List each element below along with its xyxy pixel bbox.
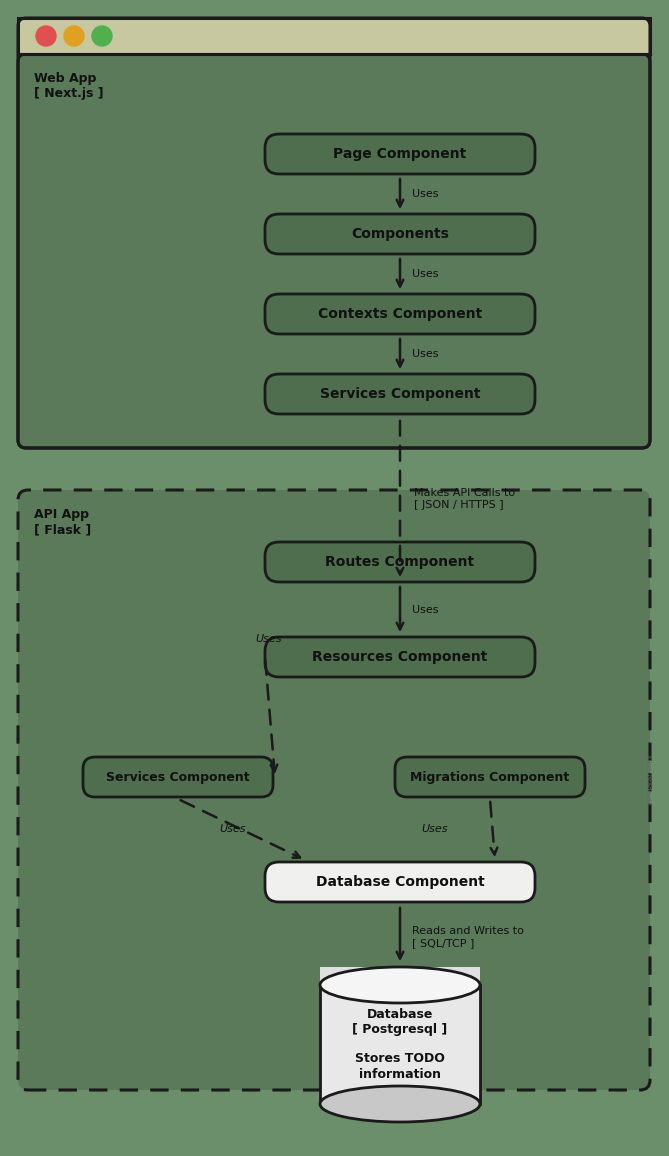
FancyBboxPatch shape [265, 214, 535, 254]
Text: Uses: Uses [412, 269, 438, 279]
FancyBboxPatch shape [265, 637, 535, 677]
Text: Uses: Uses [412, 188, 438, 199]
Text: Services Component: Services Component [106, 771, 250, 784]
Text: Database
[ Postgresql ]

Stores TODO
information: Database [ Postgresql ] Stores TODO info… [353, 1008, 448, 1081]
Circle shape [92, 25, 112, 46]
Bar [320, 968, 480, 1104]
FancyBboxPatch shape [18, 490, 650, 1090]
FancyBboxPatch shape [265, 862, 535, 902]
Bar [320, 985, 480, 1104]
Text: Resources Component: Resources Component [312, 650, 488, 664]
Bar [18, 18, 650, 54]
FancyBboxPatch shape [18, 54, 650, 449]
Text: Reads and Writes to
[ SQL/TCP ]: Reads and Writes to [ SQL/TCP ] [412, 926, 524, 948]
Text: Routes Component: Routes Component [325, 555, 474, 569]
Text: Components: Components [351, 227, 449, 240]
Circle shape [64, 25, 84, 46]
Text: lubricgrade.de: lubricgrade.de [644, 755, 650, 806]
Text: Database Component: Database Component [316, 875, 484, 889]
Text: Page Component: Page Component [333, 147, 466, 161]
FancyBboxPatch shape [265, 542, 535, 581]
Text: Uses: Uses [421, 824, 448, 833]
FancyBboxPatch shape [265, 375, 535, 414]
Circle shape [36, 25, 56, 46]
Ellipse shape [320, 968, 480, 1003]
Text: Migrations Component: Migrations Component [410, 771, 569, 784]
FancyBboxPatch shape [265, 294, 535, 334]
FancyBboxPatch shape [265, 134, 535, 175]
Text: API App
[ Flask ]: API App [ Flask ] [34, 507, 91, 536]
Text: Uses: Uses [412, 349, 438, 360]
Text: Uses: Uses [256, 633, 282, 644]
Text: Web App
[ Next.js ]: Web App [ Next.js ] [34, 72, 104, 101]
Text: Uses: Uses [219, 824, 246, 833]
Ellipse shape [320, 1085, 480, 1122]
Text: Contexts Component: Contexts Component [318, 307, 482, 321]
Text: Services Component: Services Component [320, 387, 480, 401]
FancyBboxPatch shape [395, 757, 585, 796]
Text: Makes API Calls to
[ JSON / HTTPS ]: Makes API Calls to [ JSON / HTTPS ] [414, 488, 515, 510]
FancyBboxPatch shape [83, 757, 273, 796]
Text: Uses: Uses [412, 605, 438, 615]
